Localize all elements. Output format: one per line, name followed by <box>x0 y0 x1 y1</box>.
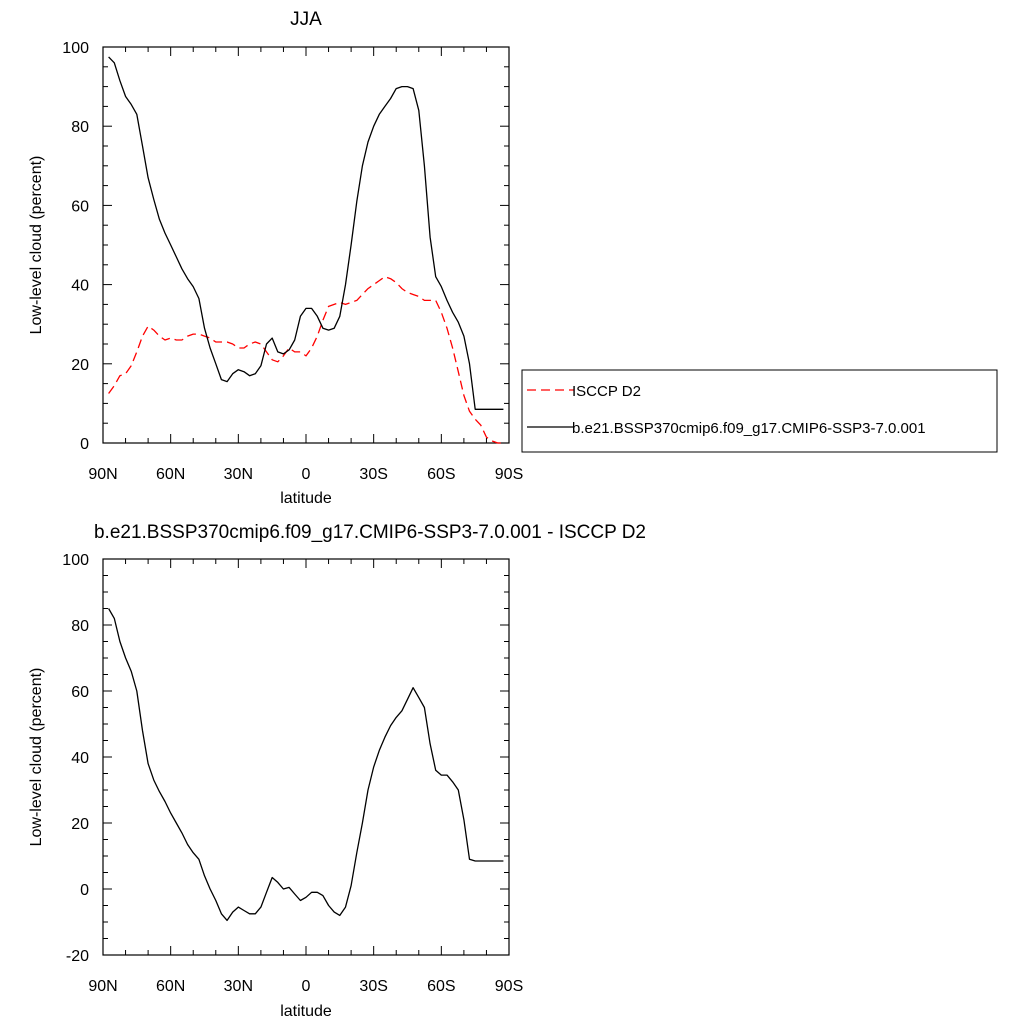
series-line-model <box>108 608 504 922</box>
legend-entry: b.e21.BSSP370cmip6.f09_g17.CMIP6-SSP3-7.… <box>572 420 926 437</box>
x-axis-label: latitude <box>280 1003 332 1020</box>
y-axis-label: Low-level cloud (percent) <box>28 156 45 335</box>
x-tick-label: 90S <box>495 466 523 483</box>
x-tick-label: 60S <box>427 466 455 483</box>
y-tick-label: 40 <box>71 278 89 295</box>
y-tick-label: 40 <box>71 750 89 767</box>
x-tick-label: 60N <box>156 466 185 483</box>
legend-entry: ISCCP D2 <box>572 383 641 400</box>
y-tick-label: 60 <box>71 684 89 701</box>
y-tick-label: 20 <box>71 357 89 374</box>
plot-frame <box>102 558 510 956</box>
x-tick-label: 30N <box>224 978 253 995</box>
upper-line-chart: JJA latitude Low-level cloud (percent) 90N 6… <box>28 9 998 507</box>
series-line-model <box>108 56 504 410</box>
series-line-isccp <box>108 276 504 444</box>
legend-box <box>521 369 998 453</box>
x-tick-label: 90S <box>495 978 523 995</box>
legend: ISCCP D2 b.e21.BSSP370cmip6.f09_g17.CMIP6… <box>521 369 998 453</box>
x-tick-label: 30S <box>359 466 387 483</box>
chart-title: b.e21.BSSP370cmip6.f09_g17.CMIP6-SSP3-7.… <box>94 522 646 543</box>
chart-title: JJA <box>290 9 322 30</box>
x-tick-label: 0 <box>302 466 311 483</box>
x-tick-label: 0 <box>302 978 311 995</box>
y-axis-label: Low-level cloud (percent) <box>28 668 45 847</box>
x-tick-label: 60S <box>427 978 455 995</box>
y-tick-label: 100 <box>62 40 89 57</box>
y-tick-label: 20 <box>71 816 89 833</box>
x-tick-label: 60N <box>156 978 185 995</box>
y-tick-label: 0 <box>80 436 89 453</box>
y-tick-label: 100 <box>62 552 89 569</box>
x-tick-label: 30S <box>359 978 387 995</box>
y-tick-label: 80 <box>71 119 89 136</box>
x-tick-label: 90N <box>88 978 117 995</box>
x-tick-label: 90N <box>88 466 117 483</box>
plot-frame <box>102 46 510 444</box>
x-axis-label: latitude <box>280 490 332 507</box>
x-tick-label: 30N <box>224 466 253 483</box>
y-tick-label: 60 <box>71 198 89 215</box>
y-tick-label: 80 <box>71 618 89 635</box>
y-tick-label: 0 <box>80 882 89 899</box>
y-tick-label: -20 <box>66 948 89 965</box>
lower-difference-chart: b.e21.BSSP370cmip6.f09_g17.CMIP6-SSP3-7.… <box>28 522 646 1020</box>
